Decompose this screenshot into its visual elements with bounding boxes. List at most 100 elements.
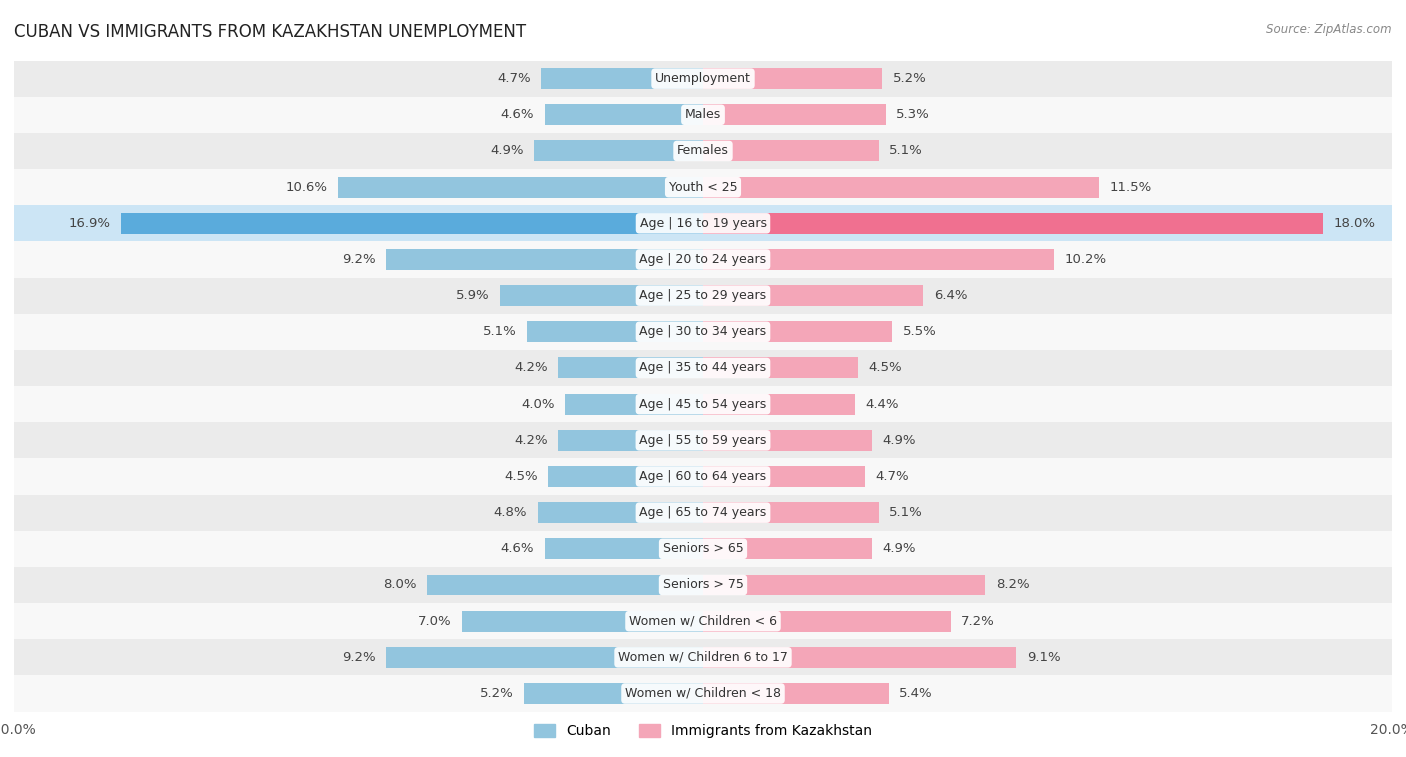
Bar	[703, 466, 865, 487]
Bar	[703, 430, 872, 451]
Text: 4.5%: 4.5%	[503, 470, 537, 483]
Bar	[534, 141, 703, 161]
Bar	[499, 285, 703, 306]
Bar	[461, 611, 703, 631]
Bar	[703, 249, 1054, 270]
Bar	[14, 459, 1392, 494]
Bar	[703, 538, 872, 559]
Bar	[703, 683, 889, 704]
Bar	[703, 357, 858, 378]
Text: 6.4%: 6.4%	[934, 289, 967, 302]
Bar	[14, 61, 1392, 97]
Bar	[14, 494, 1392, 531]
Text: 5.5%: 5.5%	[903, 326, 936, 338]
Text: 10.6%: 10.6%	[285, 181, 328, 194]
Bar	[427, 575, 703, 596]
Text: 9.2%: 9.2%	[342, 651, 375, 664]
Bar	[558, 430, 703, 451]
Text: 8.2%: 8.2%	[995, 578, 1029, 591]
Bar	[703, 68, 882, 89]
Text: Youth < 25: Youth < 25	[669, 181, 737, 194]
Bar	[14, 97, 1392, 133]
Bar	[14, 567, 1392, 603]
Text: 4.2%: 4.2%	[515, 434, 548, 447]
Text: 4.9%: 4.9%	[491, 145, 524, 157]
Text: Males: Males	[685, 108, 721, 121]
Text: 9.2%: 9.2%	[342, 253, 375, 266]
Text: Seniors > 65: Seniors > 65	[662, 542, 744, 556]
Bar	[14, 386, 1392, 422]
Bar	[524, 683, 703, 704]
Bar	[14, 205, 1392, 241]
Text: 4.7%: 4.7%	[498, 72, 531, 85]
Text: Age | 35 to 44 years: Age | 35 to 44 years	[640, 362, 766, 375]
Bar	[121, 213, 703, 234]
Bar	[541, 68, 703, 89]
Text: Age | 55 to 59 years: Age | 55 to 59 years	[640, 434, 766, 447]
Bar	[703, 176, 1099, 198]
Text: 5.1%: 5.1%	[889, 145, 922, 157]
Text: Females: Females	[678, 145, 728, 157]
Text: Age | 25 to 29 years: Age | 25 to 29 years	[640, 289, 766, 302]
Text: 7.0%: 7.0%	[418, 615, 451, 628]
Text: 4.5%: 4.5%	[869, 362, 903, 375]
Bar	[703, 575, 986, 596]
Bar	[703, 502, 879, 523]
Bar	[527, 321, 703, 342]
Text: 9.1%: 9.1%	[1026, 651, 1060, 664]
Bar	[14, 639, 1392, 675]
Bar	[14, 133, 1392, 169]
Bar	[387, 249, 703, 270]
Bar	[703, 285, 924, 306]
Bar	[14, 313, 1392, 350]
Bar	[14, 603, 1392, 639]
Bar	[544, 104, 703, 126]
Bar	[14, 531, 1392, 567]
Text: Unemployment: Unemployment	[655, 72, 751, 85]
Text: 5.3%: 5.3%	[896, 108, 929, 121]
Text: 5.4%: 5.4%	[900, 687, 934, 700]
Bar	[14, 278, 1392, 313]
Text: 4.7%: 4.7%	[875, 470, 908, 483]
Bar	[337, 176, 703, 198]
Text: Women w/ Children < 18: Women w/ Children < 18	[626, 687, 780, 700]
Text: 5.1%: 5.1%	[484, 326, 517, 338]
Bar	[14, 422, 1392, 459]
Text: Seniors > 75: Seniors > 75	[662, 578, 744, 591]
Bar	[14, 169, 1392, 205]
Text: 4.9%: 4.9%	[882, 542, 915, 556]
Text: 4.8%: 4.8%	[494, 506, 527, 519]
Text: 4.2%: 4.2%	[515, 362, 548, 375]
Bar	[548, 466, 703, 487]
Text: Age | 20 to 24 years: Age | 20 to 24 years	[640, 253, 766, 266]
Text: Source: ZipAtlas.com: Source: ZipAtlas.com	[1267, 23, 1392, 36]
Text: 8.0%: 8.0%	[384, 578, 418, 591]
Text: Women w/ Children 6 to 17: Women w/ Children 6 to 17	[619, 651, 787, 664]
Text: Age | 60 to 64 years: Age | 60 to 64 years	[640, 470, 766, 483]
Bar	[387, 646, 703, 668]
Text: 4.6%: 4.6%	[501, 542, 534, 556]
Text: Age | 65 to 74 years: Age | 65 to 74 years	[640, 506, 766, 519]
Bar	[537, 502, 703, 523]
Text: 7.2%: 7.2%	[962, 615, 995, 628]
Bar	[703, 646, 1017, 668]
Text: Women w/ Children < 6: Women w/ Children < 6	[628, 615, 778, 628]
Bar	[703, 611, 950, 631]
Bar	[544, 538, 703, 559]
Text: 4.6%: 4.6%	[501, 108, 534, 121]
Text: 5.9%: 5.9%	[456, 289, 489, 302]
Text: 18.0%: 18.0%	[1333, 217, 1375, 230]
Text: 16.9%: 16.9%	[69, 217, 111, 230]
Text: 5.2%: 5.2%	[893, 72, 927, 85]
Bar	[558, 357, 703, 378]
Text: CUBAN VS IMMIGRANTS FROM KAZAKHSTAN UNEMPLOYMENT: CUBAN VS IMMIGRANTS FROM KAZAKHSTAN UNEM…	[14, 23, 526, 41]
Text: 11.5%: 11.5%	[1109, 181, 1152, 194]
Text: 5.2%: 5.2%	[479, 687, 513, 700]
Bar	[14, 350, 1392, 386]
Bar	[14, 241, 1392, 278]
Text: 4.9%: 4.9%	[882, 434, 915, 447]
Text: 5.1%: 5.1%	[889, 506, 922, 519]
Legend: Cuban, Immigrants from Kazakhstan: Cuban, Immigrants from Kazakhstan	[529, 718, 877, 743]
Bar	[703, 394, 855, 415]
Bar	[565, 394, 703, 415]
